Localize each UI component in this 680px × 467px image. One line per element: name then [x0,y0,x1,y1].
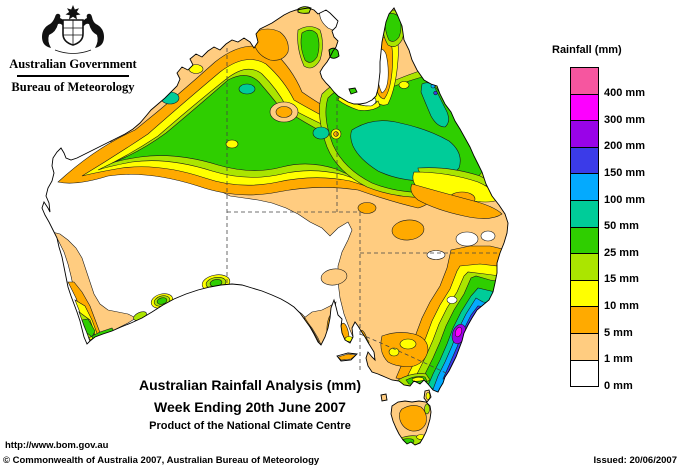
coastline-mornington [348,87,358,95]
contour-yellow-dot-cape-east [398,81,410,89]
crest-scroll [54,49,92,54]
contour-orange-qld-south [410,183,503,219]
legend-title: Rainfall (mm) [552,44,622,56]
contour-yellow-victoria-1 [399,338,417,350]
contour-white-hole-nsw-1 [455,231,479,247]
header-divider [17,75,129,77]
contour-orange-victoria [380,332,429,367]
contour-yellow-victoria-2 [388,347,400,357]
agency-header: Australian Government Bureau of Meteorol… [0,4,146,95]
legend-label-1: 1 mm [604,353,633,366]
contour-white-hole-nsw-3 [426,250,446,260]
header-government-label: Australian Government [9,57,137,71]
coat-of-arms-icon [42,5,104,54]
legend-swatches [570,67,599,388]
crest-emu [82,13,104,49]
contour-orange-tasmania [399,405,427,432]
contour-orange-blob-central [391,219,425,241]
legend-label-150: 150 mm [604,166,645,179]
issued-date-label: Issued: 20/06/2007 [593,455,677,466]
legend-label-0: 0 mm [604,379,633,392]
legend-swatch-150 [571,147,598,175]
contour-white-hole-nsw-2 [480,230,496,242]
map-subtitle-product: Product of the National Climate Centre [149,420,351,432]
crest-star [65,5,81,20]
legend-label-50: 50 mm [604,220,639,233]
contour-green-esperance [156,297,168,305]
contour-white-hole-nsw-4 [446,296,458,304]
contour-tan-island-central [320,268,348,286]
crest-shield-grid [63,20,83,44]
legend-swatch-0 [571,360,598,387]
legend-swatch-10 [571,280,598,308]
contour-green-cape-tip [384,13,402,42]
legend-swatch-1 [571,333,598,361]
station-bullseye-inner [333,131,339,137]
legend-label-10: 10 mm [604,299,639,312]
coastline-flinders-island [423,389,432,403]
contour-orange-blob-gulf-south [275,106,293,118]
crest-kangaroo [42,13,65,49]
footer-strip: © Commonwealth of Australia 2007, Austra… [0,454,680,467]
legend-swatch-200 [571,121,598,148]
contour-green-darwin-strip [300,29,320,63]
legend-swatch-5 [571,307,598,334]
legend-label-400: 400 mm [604,87,645,100]
coastline-king-island [380,393,388,402]
bom-url-label: http://www.bom.gov.au [5,440,109,451]
contour-blue-dot-qld-coast [433,90,438,96]
legend-swatch-100 [571,174,598,201]
coastlines [41,6,509,446]
legend-swatch-300 [571,94,598,122]
contour-green-sw [81,318,96,338]
border-nsw-vic [359,333,447,374]
contour-orange-blob-nt-south [357,202,377,214]
legend-swatch-25 [571,227,598,255]
contour-orange-top-end [253,28,289,61]
contour-yellow-dot-tanami [225,139,239,149]
legend-label-25: 25 mm [604,246,639,259]
legend-label-15: 15 mm [604,273,639,286]
coastline-groote [328,47,340,59]
coastline-melville [297,6,312,14]
contour-tan-west-coast-band [51,231,137,343]
state-borders [226,48,497,374]
contour-teal-spot-barkly [312,126,330,140]
legend-swatch-15 [571,254,598,281]
legend-swatch-50 [571,200,598,228]
legend-label-300: 300 mm [604,113,645,126]
copyright-label: © Commonwealth of Australia 2007, Austra… [3,455,320,466]
header-bureau-label: Bureau of Meteorology [11,80,135,94]
contour-magenta-se-core [454,326,463,338]
contour-teal-spot-nt [238,83,256,95]
contour-yellow-flinders [425,392,431,400]
legend-label-5: 5 mm [604,326,633,339]
coastline-tasmania [390,400,432,446]
legend-label-200: 200 mm [604,140,645,153]
contour-yellowgreen-tas-ne [424,403,430,415]
coastline-mainland [41,7,509,393]
legend-label-100: 100 mm [604,193,645,206]
map-subtitle-week: Week Ending 20th June 2007 [154,399,346,415]
coastline-kangaroo-island [336,352,358,362]
legend-swatch-400 [571,68,598,95]
map-title: Australian Rainfall Analysis (mm) [139,377,361,393]
